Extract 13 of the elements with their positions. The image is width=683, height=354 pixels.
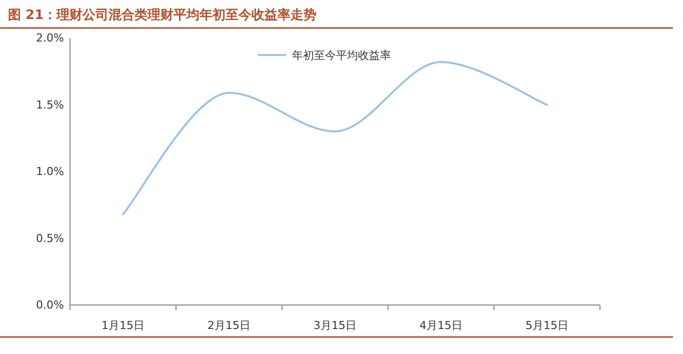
x-tick-label: 1月15日 <box>102 319 144 332</box>
y-tick-label: 1.5% <box>36 98 64 112</box>
y-tick-label: 0.5% <box>36 232 64 245</box>
x-tick-label: 3月15日 <box>314 319 356 332</box>
x-tick-label: 2月15日 <box>208 319 250 332</box>
legend-label: 年初至今平均收益率 <box>292 49 391 62</box>
y-tick-label: 0.0% <box>36 298 64 312</box>
y-tick-label: 2.0% <box>36 32 64 44</box>
x-tick-label: 4月15日 <box>420 319 462 332</box>
chart-title: 图 21：理财公司混合类理财平均年初至今收益率走势 <box>8 7 317 23</box>
y-tick-label: 1.0% <box>36 165 64 178</box>
line-series <box>122 61 548 216</box>
x-tick-label: 5月15日 <box>526 319 568 332</box>
